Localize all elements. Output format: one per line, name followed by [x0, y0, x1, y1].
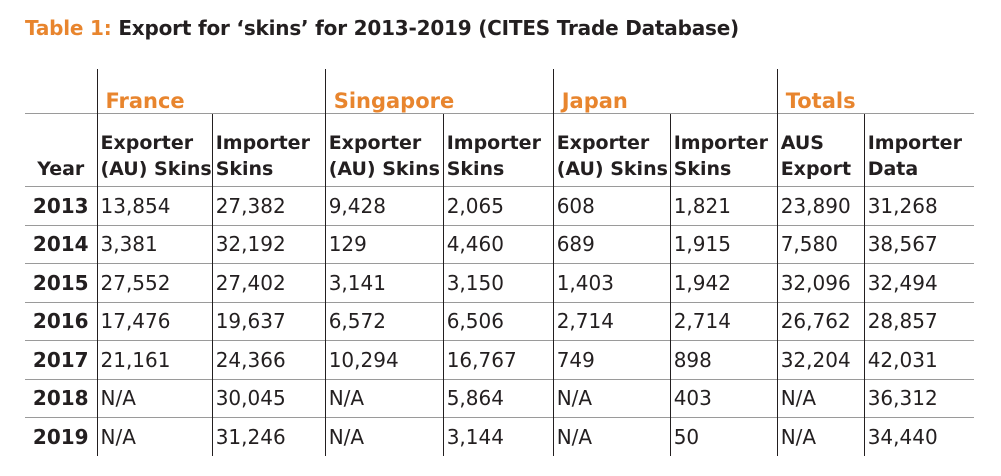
caption-title: Export for ‘skins’ for 2013-2019 (CITES … — [118, 16, 739, 40]
value-cell: 898 — [669, 340, 778, 379]
singapore-exporter-header: Exporter (AU) Skins — [324, 113, 444, 187]
year-cell: 2014 — [25, 224, 97, 264]
value-cell: N/A — [324, 417, 444, 456]
value-cell: 9,428 — [324, 186, 444, 225]
year-cell: 2019 — [25, 417, 97, 456]
japan-exporter-header: Exporter (AU) Skins — [552, 113, 671, 187]
table-caption: Table 1: Export for ‘skins’ for 2013-201… — [25, 16, 739, 40]
value-cell: 2,714 — [552, 301, 671, 341]
country-header-row: France Singapore Japan Totals — [25, 69, 975, 114]
value-cell: 749 — [552, 340, 671, 379]
value-cell: 4,460 — [442, 224, 554, 264]
group-totals: Totals — [776, 69, 975, 114]
year-cell: 2017 — [25, 340, 97, 379]
value-cell: 608 — [552, 186, 671, 225]
value-cell: 1,821 — [669, 186, 778, 225]
value-cell: N/A — [96, 417, 213, 456]
table-row: 2016 17,476 19,637 6,572 6,506 2,714 2,714 26,7… — [25, 301, 975, 341]
table-row: 2015 27,552 27,402 3,141 3,150 1,403 1,942 32,0… — [25, 263, 975, 302]
value-cell: 10,294 — [324, 340, 444, 379]
value-cell: N/A — [776, 378, 865, 418]
value-cell: N/A — [552, 417, 671, 456]
value-cell: N/A — [96, 378, 213, 418]
totals-importer-data-header: Importer Data — [863, 113, 975, 187]
value-cell: 7,580 — [776, 224, 865, 264]
corner-cell — [25, 69, 97, 114]
value-cell: 129 — [324, 224, 444, 264]
value-cell: 1,403 — [552, 263, 671, 302]
year-cell: 2015 — [25, 263, 97, 302]
value-cell: N/A — [324, 378, 444, 418]
value-cell: 6,572 — [324, 301, 444, 341]
value-cell: 3,144 — [442, 417, 554, 456]
value-cell: 403 — [669, 378, 778, 418]
value-cell: 32,494 — [863, 263, 975, 302]
japan-importer-header: Importer Skins — [669, 113, 778, 187]
value-cell: 32,096 — [776, 263, 865, 302]
year-header: Year — [25, 113, 97, 187]
value-cell: 21,161 — [96, 340, 213, 379]
value-cell: 42,031 — [863, 340, 975, 379]
table-row: 2013 13,854 27,382 9,428 2,065 608 1,821 23,890… — [25, 186, 975, 225]
value-cell: N/A — [776, 417, 865, 456]
value-cell: 31,268 — [863, 186, 975, 225]
value-cell: 1,915 — [669, 224, 778, 264]
value-cell: 6,506 — [442, 301, 554, 341]
value-cell: 3,141 — [324, 263, 444, 302]
value-cell: 38,567 — [863, 224, 975, 264]
export-skins-table: France Singapore Japan Totals Year Expor… — [25, 69, 975, 456]
value-cell: 5,864 — [442, 378, 554, 418]
group-singapore: Singapore — [324, 69, 554, 114]
value-cell: 34,440 — [863, 417, 975, 456]
value-cell: 1,942 — [669, 263, 778, 302]
value-cell: 689 — [552, 224, 671, 264]
value-cell: 30,045 — [211, 378, 326, 418]
table-row: 2014 3,381 32,192 129 4,460 689 1,915 7,580 38,5… — [25, 224, 975, 264]
value-cell: 3,150 — [442, 263, 554, 302]
value-cell: 27,552 — [96, 263, 213, 302]
table-body: 2013 13,854 27,382 9,428 2,065 608 1,821 23,890… — [25, 186, 975, 456]
value-cell: 17,476 — [96, 301, 213, 341]
value-cell: 2,065 — [442, 186, 554, 225]
value-cell: 24,366 — [211, 340, 326, 379]
value-cell: 26,762 — [776, 301, 865, 341]
value-cell: 13,854 — [96, 186, 213, 225]
table-row: 2018 N/A 30,045 N/A 5,864 N/A 403 N/A 36,312 — [25, 378, 975, 418]
value-cell: N/A — [552, 378, 671, 418]
year-cell: 2018 — [25, 378, 97, 418]
singapore-importer-header: Importer Skins — [442, 113, 554, 187]
value-cell: 16,767 — [442, 340, 554, 379]
value-cell: 2,714 — [669, 301, 778, 341]
year-cell: 2013 — [25, 186, 97, 225]
value-cell: 50 — [669, 417, 778, 456]
group-france: France — [96, 69, 326, 114]
value-cell: 23,890 — [776, 186, 865, 225]
group-japan: Japan — [552, 69, 778, 114]
value-cell: 32,192 — [211, 224, 326, 264]
value-cell: 28,857 — [863, 301, 975, 341]
value-cell: 27,382 — [211, 186, 326, 225]
value-cell: 3,381 — [96, 224, 213, 264]
value-cell: 36,312 — [863, 378, 975, 418]
caption-label: Table 1: — [25, 16, 112, 40]
france-exporter-header: Exporter (AU) Skins — [96, 113, 213, 187]
value-cell: 31,246 — [211, 417, 326, 456]
year-cell: 2016 — [25, 301, 97, 341]
value-cell: 27,402 — [211, 263, 326, 302]
value-cell: 19,637 — [211, 301, 326, 341]
column-header-row: Year Exporter (AU) Skins Importer Skins Ex… — [25, 113, 975, 187]
france-importer-header: Importer Skins — [211, 113, 326, 187]
value-cell: 32,204 — [776, 340, 865, 379]
totals-aus-export-header: AUS Export — [776, 113, 865, 187]
table-row: 2017 21,161 24,366 10,294 16,767 749 898 32,204… — [25, 340, 975, 379]
table-row: 2019 N/A 31,246 N/A 3,144 N/A 50 N/A 34,440 — [25, 417, 975, 456]
